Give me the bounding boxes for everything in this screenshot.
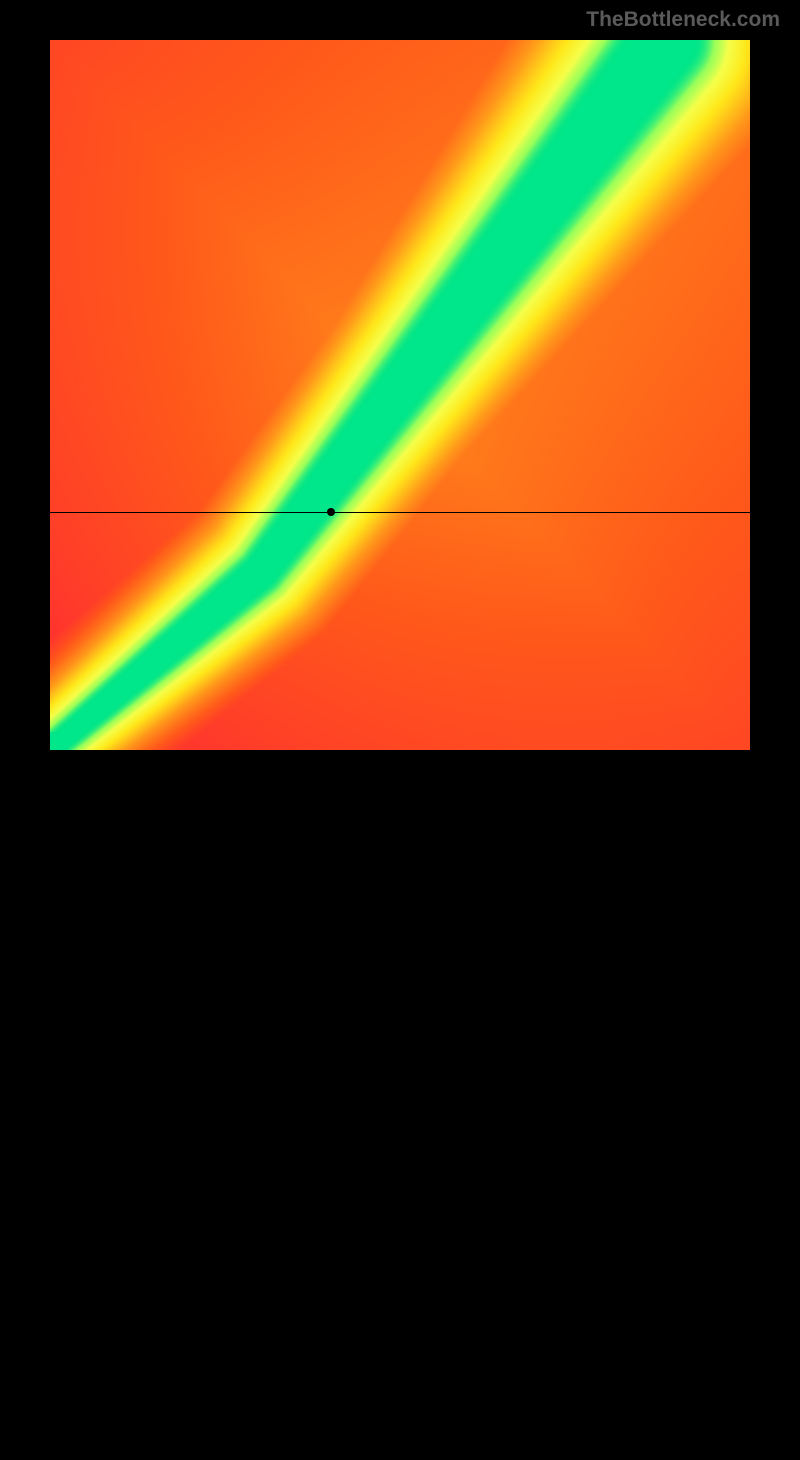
crosshair-dot xyxy=(327,508,335,516)
watermark-text: TheBottleneck.com xyxy=(586,8,780,32)
crosshair-horizontal xyxy=(50,512,750,513)
heatmap-plot-area xyxy=(50,40,750,750)
heatmap-canvas xyxy=(50,40,750,750)
crosshair-vertical xyxy=(331,750,332,1460)
